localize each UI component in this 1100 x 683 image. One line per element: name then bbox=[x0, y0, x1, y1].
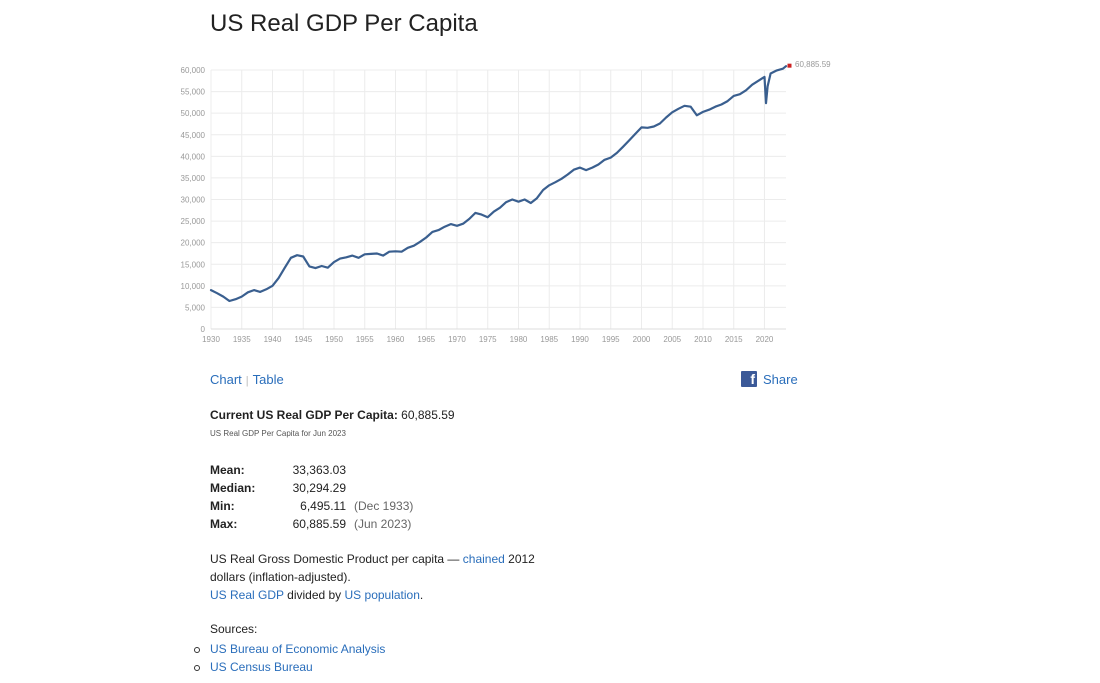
mean-value: 33,363.03 bbox=[292, 463, 346, 477]
tab-chart[interactable]: Chart bbox=[210, 372, 242, 387]
x-tick-label: 1935 bbox=[233, 335, 251, 344]
x-tick-label: 2015 bbox=[725, 335, 743, 344]
y-tick-label: 10,000 bbox=[181, 282, 206, 291]
mean-label: Mean: bbox=[210, 463, 245, 477]
median-label: Median: bbox=[210, 481, 256, 495]
chained-link[interactable]: chained bbox=[462, 552, 505, 566]
y-tick-label: 40,000 bbox=[181, 152, 206, 161]
current-subtitle: US Real GDP Per Capita for Jun 2023 bbox=[210, 429, 346, 438]
population-link[interactable]: US population bbox=[344, 588, 420, 602]
desc-text-1: US Real Gross Domestic Product per capit… bbox=[210, 552, 463, 566]
x-tick-label: 1955 bbox=[356, 335, 374, 344]
min-label: Min: bbox=[210, 499, 235, 513]
desc-text-3: divided by bbox=[283, 588, 345, 602]
x-tick-label: 2010 bbox=[694, 335, 712, 344]
source-item: US Bureau of Economic Analysis bbox=[193, 640, 386, 658]
sources-list: US Bureau of Economic Analysis US Census… bbox=[193, 640, 386, 676]
x-tick-label: 1995 bbox=[602, 335, 620, 344]
chart-grid bbox=[210, 69, 786, 330]
y-tick-label: 55,000 bbox=[181, 88, 206, 97]
last-point-marker bbox=[787, 63, 792, 68]
stats-table: Mean: 33,363.03 Median: 30,294.29 Min: 6… bbox=[210, 461, 413, 533]
share-label: Share bbox=[763, 371, 798, 387]
x-tick-label: 2020 bbox=[756, 335, 774, 344]
y-tick-label: 35,000 bbox=[181, 174, 206, 183]
real-gdp-link[interactable]: US Real GDP bbox=[210, 588, 284, 602]
x-tick-label: 1965 bbox=[417, 335, 435, 344]
x-tick-label: 1970 bbox=[448, 335, 466, 344]
y-tick-label: 15,000 bbox=[181, 260, 206, 269]
x-tick-label: 1990 bbox=[571, 335, 589, 344]
x-tick-label: 1940 bbox=[264, 335, 282, 344]
y-tick-label: 30,000 bbox=[181, 196, 206, 205]
stats-row-median: Median: 30,294.29 bbox=[210, 479, 413, 497]
last-value-label: 60,885.59 bbox=[795, 60, 831, 69]
max-date: (Jun 2023) bbox=[354, 517, 412, 531]
x-tick-label: 1985 bbox=[540, 335, 558, 344]
desc-text-4: . bbox=[419, 588, 424, 602]
stats-row-mean: Mean: 33,363.03 bbox=[210, 461, 413, 479]
y-tick-label: 25,000 bbox=[181, 217, 206, 226]
y-tick-label: 5,000 bbox=[185, 303, 206, 312]
y-tick-label: 20,000 bbox=[181, 239, 206, 248]
current-number: 60,885.59 bbox=[401, 408, 455, 422]
y-tick-label: 50,000 bbox=[181, 109, 206, 118]
source-census-link[interactable]: US Census Bureau bbox=[210, 660, 313, 674]
x-tick-label: 1960 bbox=[387, 335, 405, 344]
source-bea-link[interactable]: US Bureau of Economic Analysis bbox=[210, 642, 386, 656]
series-line bbox=[209, 65, 788, 303]
desc-text-2: 2012 dollars (inflation-adjusted). bbox=[210, 552, 535, 584]
facebook-icon: f bbox=[741, 371, 757, 387]
gdp-line-chart: 0 5,000 10,000 15,000 20,000 25,000 30,000 35,0… bbox=[181, 60, 832, 344]
y-tick-label: 0 bbox=[201, 325, 206, 334]
x-tick-label: 2000 bbox=[633, 335, 651, 344]
min-value: 6,495.11 bbox=[300, 499, 346, 513]
current-value: Current US Real GDP Per Capita: 60,885.5… bbox=[210, 408, 455, 422]
chart-axes: 0 5,000 10,000 15,000 20,000 25,000 30,000 35,0… bbox=[181, 66, 786, 344]
current-label: Current US Real GDP Per Capita: bbox=[210, 408, 398, 422]
x-tick-label: 1930 bbox=[202, 335, 220, 344]
tab-separator: | bbox=[245, 375, 249, 387]
x-tick-label: 2005 bbox=[663, 335, 681, 344]
chart-table-tabs: Chart | Table bbox=[210, 372, 284, 387]
min-date: (Dec 1933) bbox=[354, 499, 414, 513]
y-tick-label: 45,000 bbox=[181, 131, 206, 140]
stats-row-max: Max: 60,885.59 (Jun 2023) bbox=[210, 515, 413, 533]
stats-row-min: Min: 6,495.11 (Dec 1933) bbox=[210, 497, 413, 515]
y-tick-label: 60,000 bbox=[181, 66, 206, 75]
max-label: Max: bbox=[210, 517, 238, 531]
tab-table[interactable]: Table bbox=[252, 372, 284, 387]
description: US Real Gross Domestic Product per capit… bbox=[210, 550, 550, 604]
sources-label: Sources: bbox=[210, 622, 258, 636]
max-value: 60,885.59 bbox=[292, 517, 346, 531]
chart-series: 60,885.59 bbox=[209, 60, 831, 303]
x-tick-label: 1980 bbox=[510, 335, 528, 344]
x-tick-label: 1975 bbox=[479, 335, 497, 344]
share-button[interactable]: f Share bbox=[741, 371, 798, 387]
median-value: 30,294.29 bbox=[292, 481, 346, 495]
x-tick-label: 1950 bbox=[325, 335, 343, 344]
x-tick-label: 1945 bbox=[294, 335, 312, 344]
source-item: US Census Bureau bbox=[193, 658, 385, 676]
page-title: US Real GDP Per Capita bbox=[210, 10, 478, 37]
